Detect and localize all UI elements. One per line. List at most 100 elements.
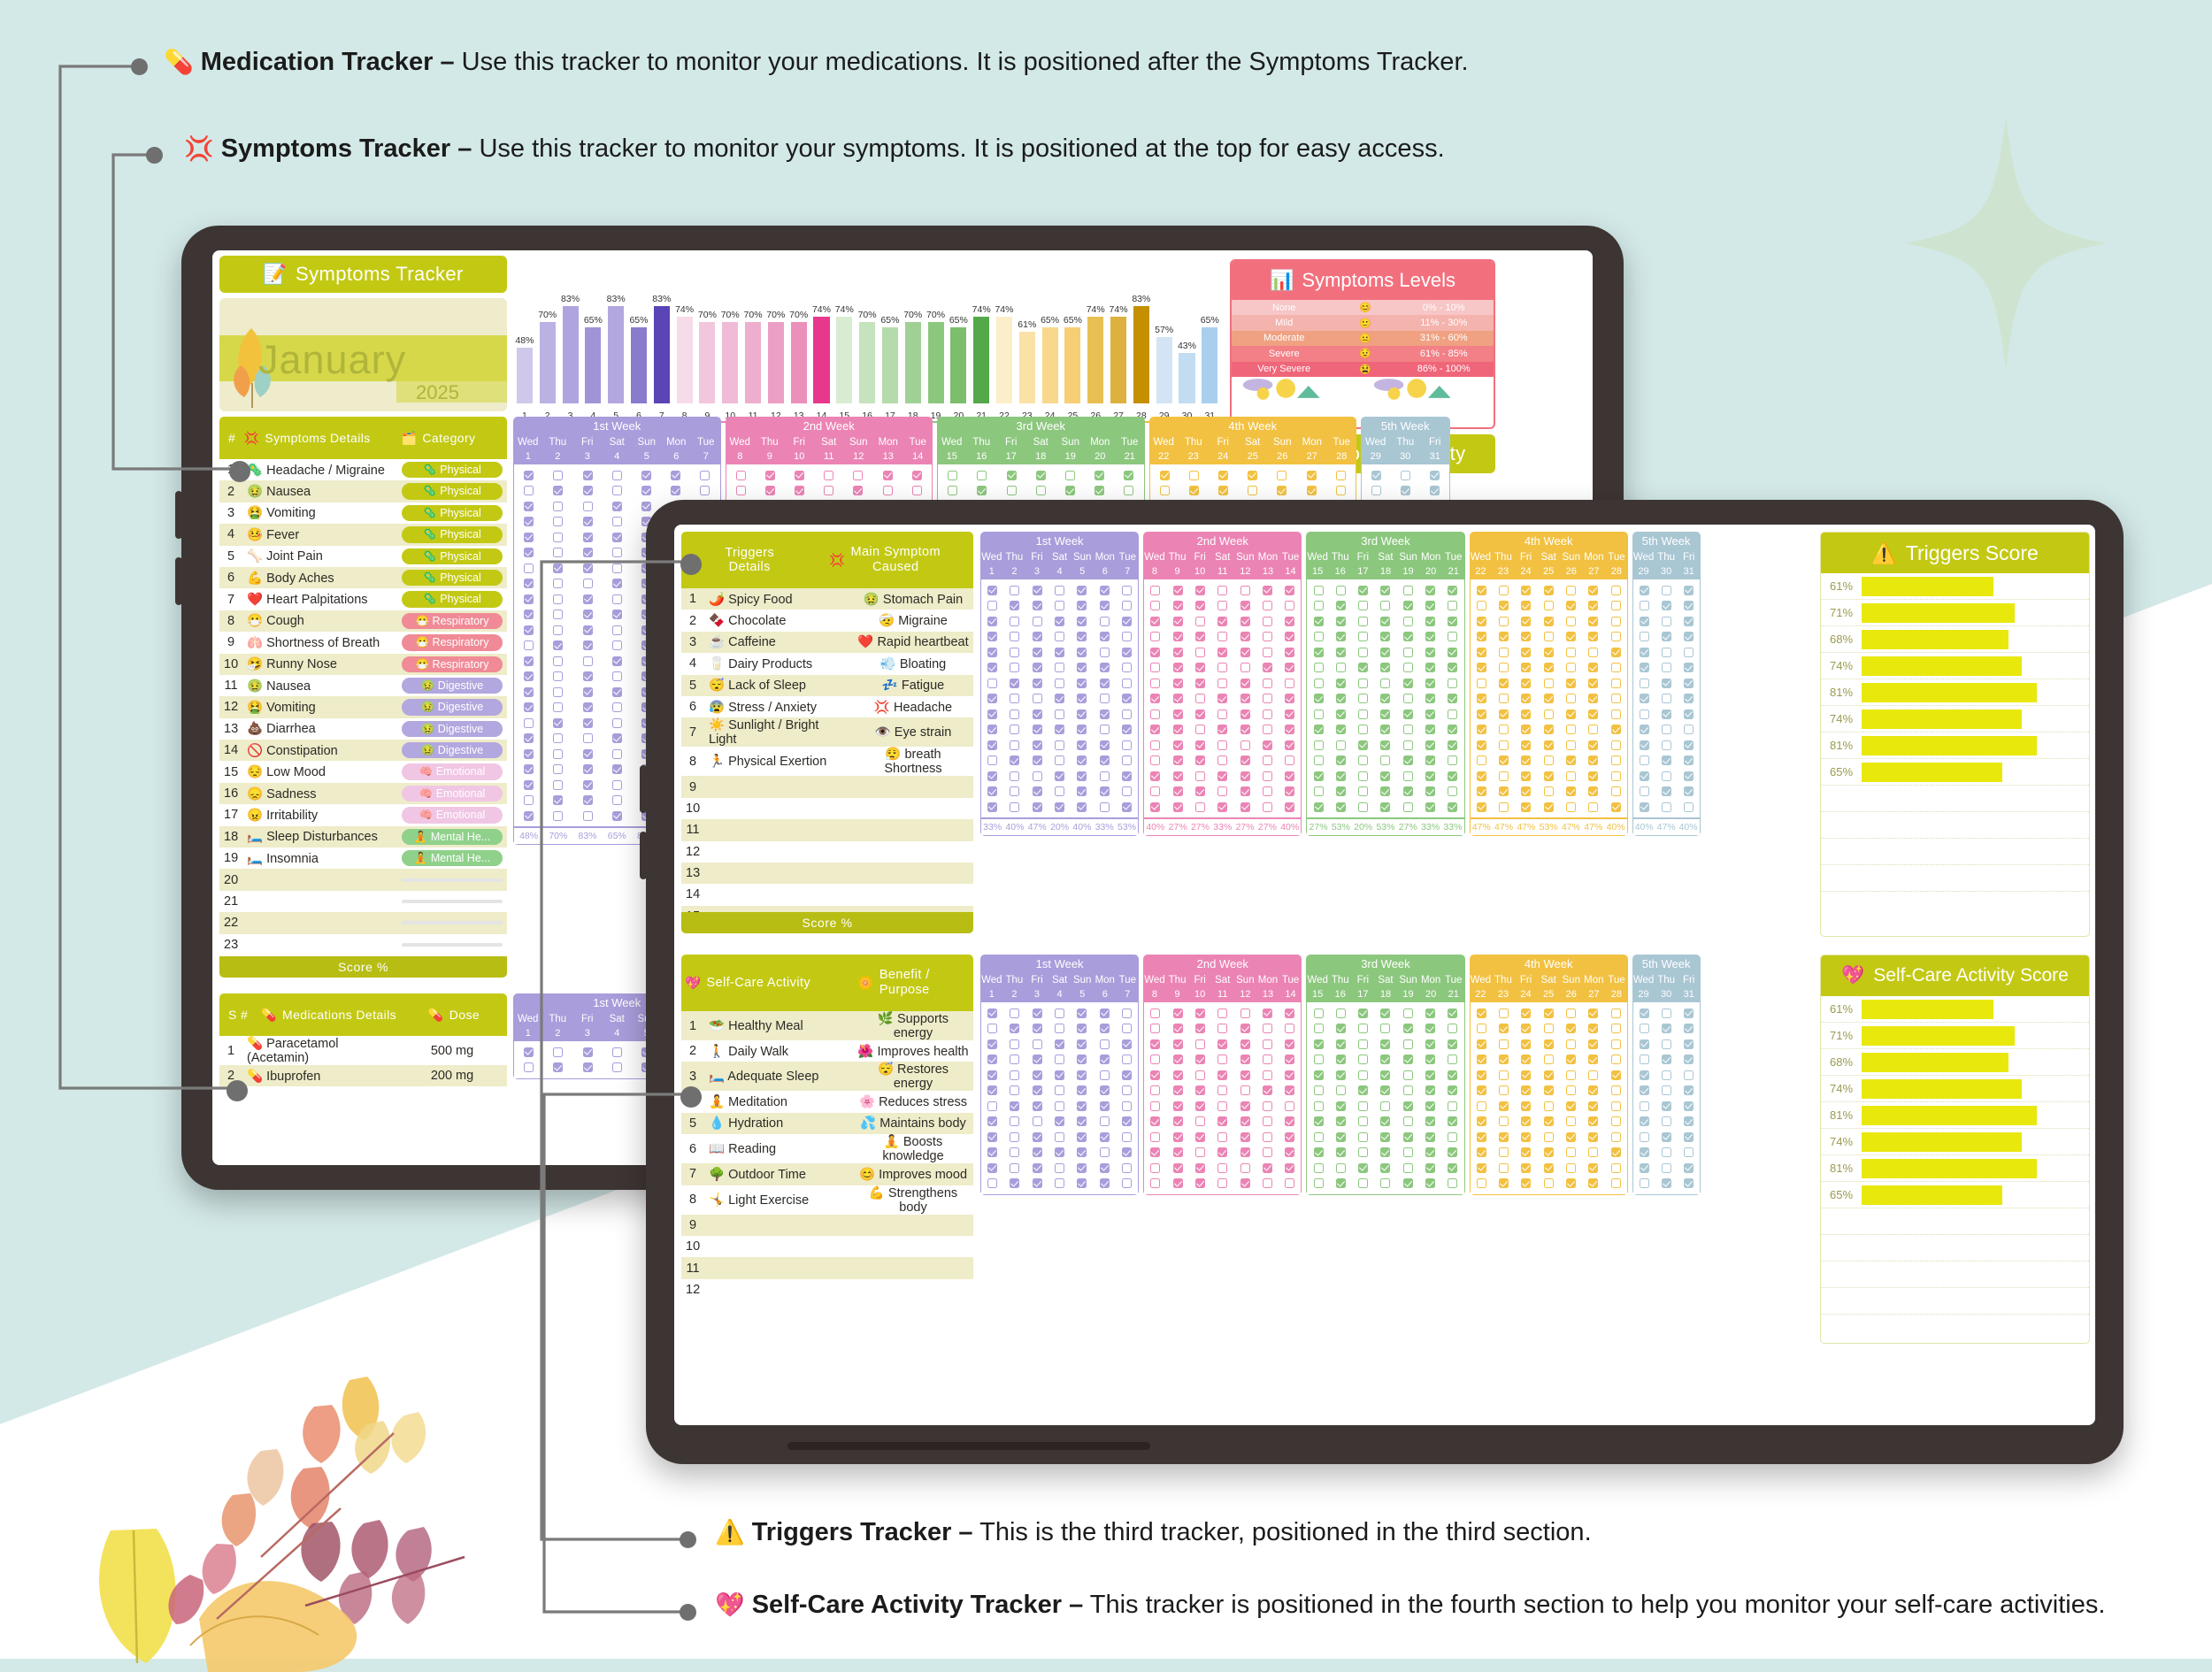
checkbox-cell[interactable]: [582, 610, 593, 619]
table-row[interactable]: 2 🤢 Nausea 🦠 Physical: [219, 480, 507, 502]
table-row[interactable]: 18 🛏️ Sleep Disturbances 🧘 Mental He...: [219, 825, 507, 848]
checkbox-cell[interactable]: [524, 686, 534, 697]
checkbox-cell[interactable]: [582, 686, 593, 697]
checkbox-cell[interactable]: [582, 548, 593, 557]
checkbox-cell[interactable]: [553, 717, 564, 728]
table-row[interactable]: 3 🤮 Vomiting 🦠 Physical: [219, 502, 507, 525]
checkbox-cell[interactable]: [611, 702, 622, 712]
checkbox-cell[interactable]: [524, 563, 534, 573]
checkbox-cell[interactable]: [641, 501, 651, 511]
checkbox-cell[interactable]: [824, 486, 834, 495]
checkbox-cell[interactable]: [524, 764, 534, 774]
checkbox-cell[interactable]: [524, 656, 534, 666]
checkbox-cell[interactable]: [611, 686, 622, 697]
table-row[interactable]: 7 ❤️ Heart Palpitations 🦠 Physical: [219, 588, 507, 610]
checkbox-cell[interactable]: [611, 733, 622, 743]
checkbox-cell[interactable]: [524, 579, 534, 588]
checkbox-cell[interactable]: [553, 702, 564, 712]
checkbox-cell[interactable]: [611, 625, 622, 635]
checkbox-cell[interactable]: [524, 548, 534, 557]
checkbox-cell[interactable]: [524, 810, 534, 821]
checkbox-cell[interactable]: [582, 486, 593, 495]
checkbox-cell[interactable]: [524, 486, 534, 495]
checkbox-cell[interactable]: [582, 594, 593, 604]
checkbox-cell[interactable]: [553, 671, 564, 681]
table-row[interactable]: 23: [219, 933, 507, 955]
table-row[interactable]: 16 😞 Sadness 🧠 Emotional: [219, 782, 507, 805]
checkbox-cell[interactable]: [582, 748, 593, 759]
checkbox-cell[interactable]: [764, 486, 775, 495]
checkbox-cell[interactable]: [553, 594, 564, 604]
checkbox-cell[interactable]: [582, 532, 593, 542]
checkbox-cell[interactable]: [611, 610, 622, 619]
checkbox-cell[interactable]: [553, 532, 564, 542]
checkbox-cell[interactable]: [524, 779, 534, 790]
table-row[interactable]: 22: [219, 912, 507, 934]
checkbox-cell[interactable]: [582, 470, 593, 480]
table-row[interactable]: 11 🤢 Nausea 🤢 Digestive: [219, 674, 507, 697]
checkbox-cell[interactable]: [582, 563, 593, 573]
checkbox-cell[interactable]: [524, 610, 534, 619]
checkbox-cell[interactable]: [553, 517, 564, 526]
table-row[interactable]: 12 🤮 Vomiting 🤢 Digestive: [219, 696, 507, 718]
table-row[interactable]: 4 🤒 Fever 🦠 Physical: [219, 524, 507, 546]
checkbox-cell[interactable]: [611, 795, 622, 805]
table-row[interactable]: 9 🫁 Shortness of Breath 😷 Respiratory: [219, 632, 507, 654]
table-row[interactable]: 14 🚫 Constipation 🤢 Digestive: [219, 740, 507, 762]
table-row[interactable]: 6 💪 Body Aches 🦠 Physical: [219, 566, 507, 589]
checkbox-cell[interactable]: [824, 470, 834, 480]
checkbox-cell[interactable]: [524, 640, 534, 650]
table-row[interactable]: 21: [219, 890, 507, 913]
table-row[interactable]: 19 🛏️ Insomnia 🧘 Mental He...: [219, 848, 507, 870]
checkbox-cell[interactable]: [582, 779, 593, 790]
table-row[interactable]: 20: [219, 869, 507, 891]
checkbox-cell[interactable]: [524, 470, 534, 480]
checkbox-cell[interactable]: [582, 671, 593, 681]
checkbox-cell[interactable]: [641, 486, 651, 495]
checkbox-cell[interactable]: [611, 579, 622, 588]
checkbox-cell[interactable]: [553, 610, 564, 619]
checkbox-cell[interactable]: [524, 717, 534, 728]
checkbox-cell[interactable]: [524, 501, 534, 511]
checkbox-cell[interactable]: [582, 733, 593, 743]
checkbox-cell[interactable]: [582, 579, 593, 588]
checkbox-cell[interactable]: [553, 501, 564, 511]
checkbox-cell[interactable]: [553, 810, 564, 821]
checkbox-cell[interactable]: [582, 640, 593, 650]
checkbox-cell[interactable]: [611, 748, 622, 759]
checkbox-cell[interactable]: [553, 795, 564, 805]
checkbox-cell[interactable]: [524, 702, 534, 712]
checkbox-cell[interactable]: [553, 656, 564, 666]
checkbox-cell[interactable]: [582, 517, 593, 526]
checkbox-cell[interactable]: [582, 764, 593, 774]
checkbox-cell[interactable]: [582, 702, 593, 712]
checkbox-cell[interactable]: [524, 532, 534, 542]
checkbox-cell[interactable]: [582, 795, 593, 805]
checkbox-cell[interactable]: [553, 640, 564, 650]
table-row[interactable]: 17 😠 Irritability 🧠 Emotional: [219, 804, 507, 826]
checkbox-cell[interactable]: [795, 470, 805, 480]
checkbox-cell[interactable]: [553, 470, 564, 480]
table-row[interactable]: 13 💩 Diarrhea 🤢 Digestive: [219, 717, 507, 740]
checkbox-cell[interactable]: [641, 470, 651, 480]
checkbox-cell[interactable]: [611, 717, 622, 728]
checkbox-cell[interactable]: [700, 470, 710, 480]
checkbox-cell[interactable]: [735, 486, 746, 495]
checkbox-cell[interactable]: [524, 671, 534, 681]
checkbox-cell[interactable]: [611, 532, 622, 542]
checkbox-cell[interactable]: [553, 779, 564, 790]
checkbox-cell[interactable]: [611, 517, 622, 526]
checkbox-cell[interactable]: [764, 470, 775, 480]
checkbox-cell[interactable]: [582, 656, 593, 666]
checkbox-cell[interactable]: [611, 594, 622, 604]
checkbox-cell[interactable]: [582, 625, 593, 635]
checkbox-cell[interactable]: [553, 625, 564, 635]
tablet-volume-button[interactable]: [175, 557, 182, 605]
checkbox-cell[interactable]: [611, 671, 622, 681]
table-row[interactable]: 5 🦴 Joint Pain 🦠 Physical: [219, 545, 507, 567]
checkbox-cell[interactable]: [795, 486, 805, 495]
checkbox-cell[interactable]: [524, 594, 534, 604]
checkbox-cell[interactable]: [553, 486, 564, 495]
checkbox-cell[interactable]: [553, 579, 564, 588]
checkbox-cell[interactable]: [553, 748, 564, 759]
